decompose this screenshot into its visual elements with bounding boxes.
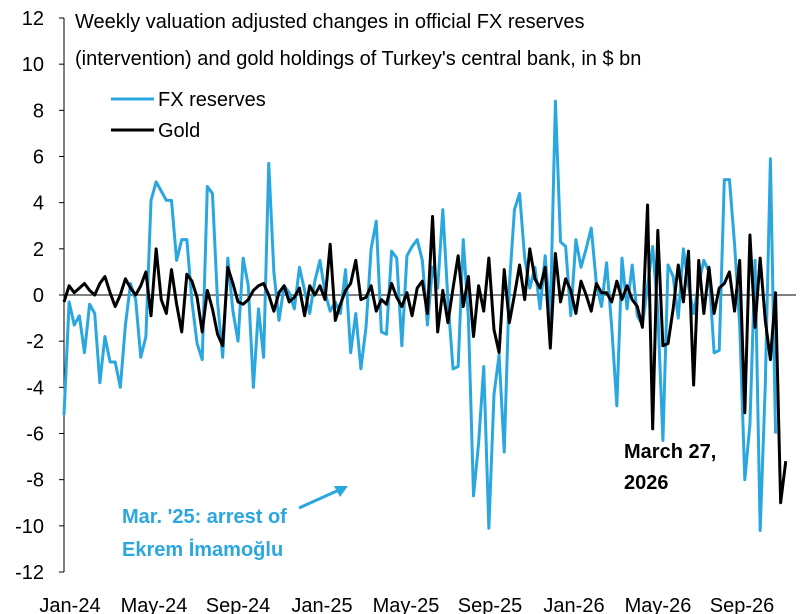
y-tick-label: 8 [33, 100, 44, 122]
y-tick-label: 10 [22, 54, 44, 76]
y-tick-label: -12 [15, 562, 44, 584]
x-tick-label: Sep-25 [458, 595, 523, 614]
y-tick-label: -8 [26, 470, 44, 492]
y-tick-label: -10 [15, 516, 44, 538]
chart-title-line-2: (intervention) and gold holdings of Turk… [75, 48, 641, 70]
legend: FX reserves Gold [111, 89, 266, 142]
chart-title-line-1: Weekly valuation adjusted changes in off… [75, 11, 585, 33]
annotation-march-27: March 27, 2026 [624, 441, 716, 494]
y-tick-label: 0 [33, 285, 44, 307]
y-tick-label: -4 [26, 377, 44, 399]
x-tick-label: May-25 [373, 595, 440, 614]
annotation-arrow-line [298, 488, 340, 510]
series-line-fx-reserves [62, 99, 778, 532]
y-tick-label: 12 [22, 8, 44, 30]
legend-fx-label: FX reserves [158, 89, 266, 111]
annotation-imamoglu-line-1: Mar. '25: arrest of [122, 506, 287, 528]
legend-gold-label: Gold [158, 120, 200, 142]
annotation-imamoglu: Mar. '25: arrest of Ekrem İmamoğlu [122, 486, 348, 561]
x-tick-label: Jan-24 [39, 595, 100, 614]
series-line-gold [62, 203, 788, 505]
annotation-march-27-line-1: March 27, [624, 441, 716, 463]
x-tick-label: May-24 [121, 595, 188, 614]
annotation-march-27-line-2: 2026 [624, 472, 669, 494]
x-tick-label: Jan-25 [291, 595, 352, 614]
y-tick-label: -6 [26, 424, 44, 446]
y-tick-label: 2 [33, 239, 44, 261]
y-tick-label: -2 [26, 331, 44, 353]
y-tick-label: 6 [33, 147, 44, 169]
x-tick-label: Jan-26 [543, 595, 604, 614]
x-tick-label: Sep-24 [206, 595, 271, 614]
x-tick-label: May-26 [625, 595, 692, 614]
annotation-arrowhead-icon [334, 486, 348, 497]
y-tick-label: 4 [33, 193, 44, 215]
x-tick-label: Sep-26 [710, 595, 775, 614]
annotation-imamoglu-line-2: Ekrem İmamoğlu [122, 538, 283, 561]
